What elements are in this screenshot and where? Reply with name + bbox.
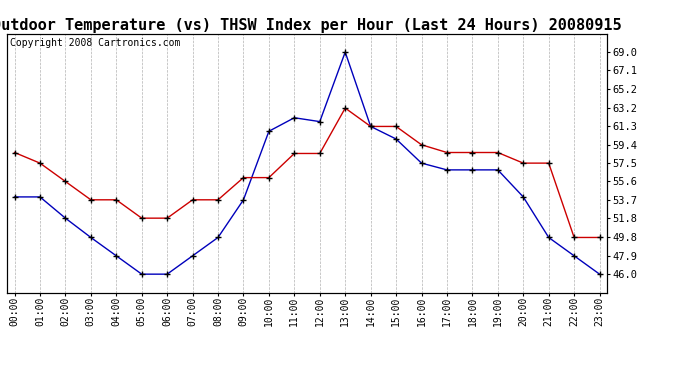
Title: Outdoor Temperature (vs) THSW Index per Hour (Last 24 Hours) 20080915: Outdoor Temperature (vs) THSW Index per … bbox=[0, 18, 622, 33]
Text: Copyright 2008 Cartronics.com: Copyright 2008 Cartronics.com bbox=[10, 38, 180, 48]
